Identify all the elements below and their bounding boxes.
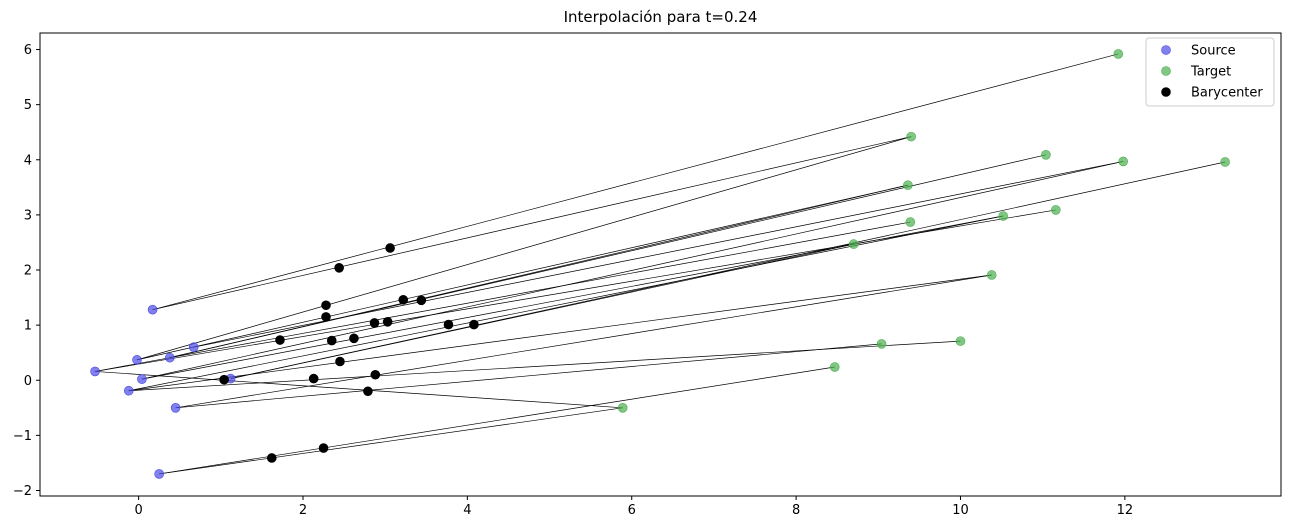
legend-label: Target bbox=[1190, 65, 1231, 80]
y-tick-label: −1 bbox=[13, 429, 32, 444]
target-point bbox=[1041, 150, 1051, 160]
y-tick-label: 6 bbox=[24, 43, 32, 58]
barycenter-point bbox=[275, 335, 285, 345]
barycenter-point bbox=[308, 373, 319, 384]
y-axis: −2 −1 0 1 2 3 4 5 6 bbox=[13, 43, 40, 499]
barycenter-point bbox=[321, 312, 331, 322]
barycenter-point bbox=[219, 374, 229, 385]
source-point bbox=[132, 355, 142, 365]
target-point bbox=[986, 270, 997, 280]
target-point bbox=[903, 180, 913, 190]
x-tick-label: 8 bbox=[792, 503, 800, 518]
y-tick-label: 2 bbox=[24, 264, 32, 279]
transport-line bbox=[152, 53, 1119, 311]
target-point bbox=[998, 211, 1009, 221]
transport-line bbox=[175, 343, 882, 409]
target-point bbox=[906, 131, 916, 142]
source-point bbox=[170, 403, 181, 413]
legend-marker bbox=[1161, 87, 1171, 97]
target-point bbox=[1220, 157, 1230, 167]
x-tick-label: 4 bbox=[463, 503, 471, 518]
source-point bbox=[147, 304, 158, 315]
source-point bbox=[90, 366, 100, 377]
points-layer bbox=[90, 49, 1230, 479]
barycenter-point bbox=[321, 300, 331, 311]
transport-line bbox=[141, 161, 1124, 380]
barycenter-point bbox=[334, 263, 344, 273]
legend-marker bbox=[1161, 66, 1171, 76]
barycenter-point bbox=[398, 294, 409, 305]
legend: Source Target Barycenter bbox=[1145, 37, 1275, 107]
barycenter-point bbox=[318, 443, 329, 453]
source-point bbox=[154, 469, 164, 479]
transport-lines bbox=[95, 53, 1226, 475]
target-point bbox=[955, 336, 966, 346]
transport-line bbox=[95, 209, 1056, 372]
barycenter-point bbox=[416, 295, 427, 306]
barycenter-point bbox=[363, 386, 373, 397]
target-point bbox=[617, 403, 628, 413]
target-point bbox=[848, 239, 859, 249]
transport-line bbox=[95, 371, 623, 409]
barycenter-point bbox=[326, 335, 337, 346]
barycenter-point bbox=[335, 356, 345, 367]
source-point bbox=[165, 352, 175, 363]
source-point bbox=[123, 385, 134, 396]
target-point bbox=[1051, 205, 1061, 215]
barycenter-point bbox=[469, 319, 479, 330]
transport-line bbox=[175, 274, 992, 409]
target-point bbox=[829, 362, 840, 372]
x-tick-label: 0 bbox=[134, 503, 142, 518]
y-tick-label: 5 bbox=[24, 98, 32, 113]
target-point bbox=[1118, 156, 1129, 167]
x-axis: 0 2 4 6 8 10 12 bbox=[134, 496, 1133, 518]
x-tick-label: 10 bbox=[952, 503, 969, 518]
x-tick-label: 6 bbox=[628, 503, 636, 518]
source-point bbox=[137, 374, 147, 384]
barycenter-point bbox=[370, 369, 381, 380]
legend-label: Barycenter bbox=[1191, 86, 1263, 101]
transport-line bbox=[136, 136, 912, 361]
y-tick-label: 1 bbox=[24, 319, 32, 334]
barycenter-point bbox=[443, 319, 454, 330]
y-tick-label: 3 bbox=[24, 208, 32, 223]
barycenter-point bbox=[369, 318, 380, 328]
transport-line bbox=[169, 184, 908, 358]
source-point bbox=[188, 342, 199, 352]
legend-box bbox=[1145, 37, 1275, 107]
barycenter-point bbox=[385, 243, 395, 253]
x-tick-label: 12 bbox=[1117, 503, 1134, 518]
transport-line bbox=[136, 184, 908, 361]
barycenter-point bbox=[382, 317, 393, 327]
plot-frame bbox=[39, 32, 1282, 497]
transport-line bbox=[95, 221, 911, 372]
transport-line bbox=[159, 407, 623, 475]
transport-line bbox=[152, 136, 912, 311]
target-point bbox=[876, 339, 887, 349]
legend-label: Source bbox=[1191, 44, 1236, 59]
transport-line bbox=[128, 274, 992, 392]
target-point bbox=[1113, 49, 1124, 59]
target-point bbox=[905, 217, 916, 227]
y-tick-label: 0 bbox=[24, 374, 32, 389]
y-tick-label: −2 bbox=[13, 484, 32, 499]
barycenter-point bbox=[266, 453, 277, 463]
legend-marker bbox=[1161, 45, 1171, 55]
barycenter-point bbox=[349, 333, 359, 344]
x-tick-label: 2 bbox=[299, 503, 307, 518]
transport-line bbox=[128, 340, 961, 392]
chart-title: Interpolación para t=0.24 bbox=[564, 8, 758, 26]
y-tick-label: 4 bbox=[24, 153, 32, 168]
